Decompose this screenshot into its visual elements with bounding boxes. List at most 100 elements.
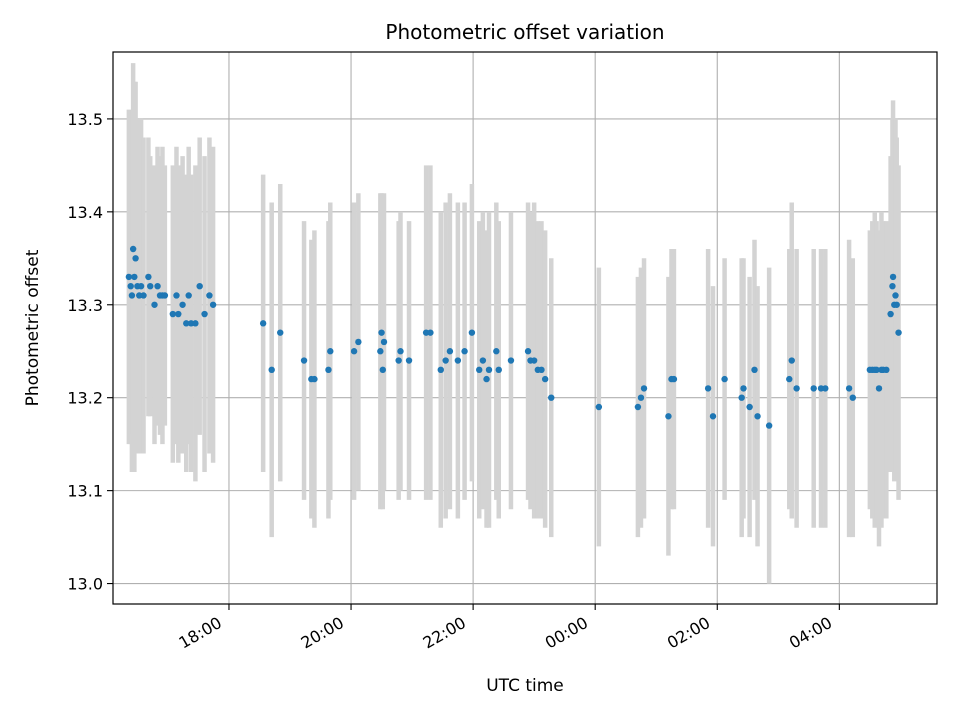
data-point	[175, 310, 182, 318]
data-point	[892, 292, 899, 299]
x-tick-label: 18:00	[176, 613, 225, 653]
y-tick-label: 13.0	[67, 575, 103, 594]
x-tick-label: 00:00	[542, 613, 591, 653]
data-point	[751, 366, 758, 374]
data-point	[530, 357, 538, 364]
data-point	[179, 301, 186, 308]
data-point	[704, 385, 712, 392]
data-point	[538, 366, 545, 374]
data-point	[476, 366, 483, 374]
data-point	[740, 385, 747, 392]
data-point	[479, 357, 487, 364]
data-point	[127, 282, 134, 290]
data-point	[637, 394, 645, 401]
data-point	[765, 422, 773, 429]
data-point	[468, 329, 476, 336]
y-tick-label: 13.4	[67, 203, 103, 222]
plot-frame	[112, 51, 938, 605]
data-point	[442, 357, 449, 364]
x-tick-label: 20:00	[298, 613, 347, 653]
x-axis-ticks: 18:00 20:00 22:00 00:00 02:00 04:00	[176, 604, 840, 653]
data-point	[173, 292, 180, 299]
data-point	[507, 357, 515, 364]
data-point	[810, 385, 817, 392]
y-axis-ticks: 13.0 13.1 13.2 13.3 13.4 13.5	[67, 110, 113, 594]
data-point	[377, 348, 384, 355]
data-point	[129, 245, 137, 253]
grid-lines	[113, 52, 937, 604]
y-tick-label: 13.1	[67, 482, 103, 501]
data-point	[895, 329, 902, 336]
x-tick-label: 04:00	[786, 613, 835, 653]
data-point	[883, 366, 890, 374]
data-point	[125, 273, 133, 281]
data-point	[185, 292, 192, 299]
data-point	[327, 348, 334, 355]
data-point	[311, 375, 318, 383]
data-point	[875, 385, 883, 392]
data-point	[454, 357, 462, 364]
data-point	[709, 413, 717, 420]
data-point	[427, 329, 434, 336]
x-axis-label: UTC time	[486, 676, 564, 696]
y-tick-label: 13.3	[67, 296, 103, 315]
data-point	[788, 357, 795, 364]
data-point	[209, 301, 217, 308]
data-point	[873, 366, 880, 374]
data-point	[461, 348, 468, 355]
y-tick-label: 13.2	[67, 389, 103, 408]
data-point	[201, 310, 208, 318]
data-point	[746, 403, 753, 411]
data-point	[738, 394, 745, 401]
data-point	[196, 282, 203, 290]
data-point	[378, 329, 385, 336]
data-point	[640, 385, 648, 392]
data-point	[893, 301, 900, 308]
data-point	[161, 292, 169, 299]
data-point	[493, 348, 500, 355]
data-point	[300, 357, 308, 364]
data-point	[259, 320, 267, 327]
data-point	[183, 320, 190, 327]
data-point	[137, 282, 145, 290]
data-point	[132, 255, 139, 262]
data-point	[437, 366, 444, 374]
data-point	[140, 292, 147, 299]
data-point	[889, 273, 897, 281]
data-point	[495, 366, 502, 374]
data-point	[849, 394, 856, 401]
data-point	[793, 385, 800, 392]
data-point	[350, 348, 358, 355]
data-point	[151, 301, 158, 308]
data-point	[446, 348, 454, 355]
data-point	[595, 403, 603, 411]
data-point	[548, 394, 555, 401]
data-point	[845, 385, 853, 392]
data-point	[379, 366, 386, 374]
x-tick-label: 02:00	[664, 613, 713, 653]
data-point	[206, 292, 213, 299]
data-point	[405, 357, 413, 364]
data-point	[154, 282, 161, 290]
data-point	[192, 320, 199, 327]
data-point	[483, 375, 490, 383]
data-point	[169, 310, 177, 318]
data-point	[665, 413, 672, 420]
data-point	[485, 366, 493, 374]
data-point	[277, 329, 284, 336]
y-axis-label: Photometric offset	[23, 249, 43, 406]
data-point	[754, 413, 761, 420]
data-point	[887, 310, 894, 318]
data-point	[524, 348, 532, 355]
data-point	[670, 375, 678, 383]
data-point	[397, 348, 404, 355]
data-point	[889, 282, 896, 290]
data-point	[355, 338, 362, 346]
data-point	[128, 292, 136, 299]
data-point	[786, 375, 793, 383]
x-tick-label: 22:00	[420, 613, 469, 653]
data-point	[721, 375, 728, 383]
data-point	[380, 338, 388, 346]
data-point	[268, 366, 275, 374]
